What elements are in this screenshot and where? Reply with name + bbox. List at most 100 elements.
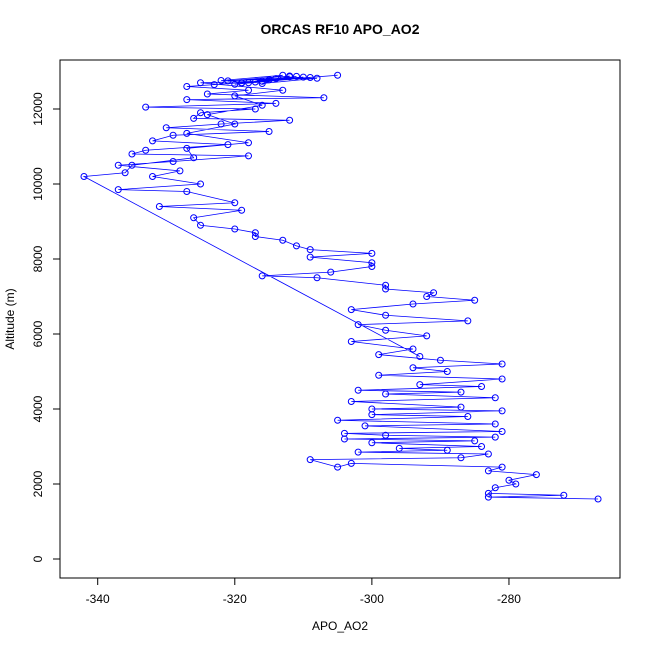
- data-point: [299, 73, 307, 81]
- data-point: [560, 491, 568, 499]
- data-point: [484, 493, 492, 501]
- data-point: [347, 397, 355, 405]
- data-point: [409, 345, 417, 353]
- chart-title: ORCAS RF10 APO_AO2: [261, 21, 420, 37]
- data-point: [498, 407, 506, 415]
- data-point: [313, 74, 321, 82]
- data-point: [478, 442, 486, 450]
- data-point: [354, 448, 362, 456]
- data-point: [251, 229, 259, 237]
- data-point: [183, 188, 191, 196]
- data-point: [286, 116, 294, 124]
- data-point: [231, 92, 239, 100]
- data-point: [217, 120, 225, 128]
- data-point: [334, 416, 342, 424]
- data-point: [114, 161, 122, 169]
- data-point: [238, 79, 246, 87]
- data-point: [368, 263, 376, 271]
- data-point: [491, 433, 499, 441]
- y-axis-label: Altitude (m): [3, 288, 17, 349]
- data-point: [505, 476, 513, 484]
- y-tick-label: 4000: [31, 395, 45, 422]
- data-point: [361, 422, 369, 430]
- data-point: [484, 467, 492, 475]
- data-point: [334, 463, 342, 471]
- data-point: [265, 128, 273, 136]
- data-point: [491, 484, 499, 492]
- data-point: [210, 81, 218, 89]
- data-point: [121, 169, 129, 177]
- data-point: [258, 272, 266, 280]
- data-point: [457, 388, 465, 396]
- data-point: [478, 382, 486, 390]
- data-point: [340, 429, 348, 437]
- data-point: [382, 326, 390, 334]
- data-point: [491, 420, 499, 428]
- data-point: [224, 141, 232, 149]
- data-point: [231, 199, 239, 207]
- data-point: [484, 450, 492, 458]
- data-point: [347, 337, 355, 345]
- y-tick-label: 2000: [31, 470, 45, 497]
- data-point: [409, 364, 417, 372]
- data-point: [430, 289, 438, 297]
- data-point: [114, 186, 122, 194]
- x-axis-label: APO_AO2: [312, 619, 368, 633]
- data-point: [457, 454, 465, 462]
- data-point: [498, 375, 506, 383]
- data-point: [334, 71, 342, 79]
- data-point: [244, 152, 252, 160]
- data-point: [142, 103, 150, 111]
- data-point: [382, 431, 390, 439]
- data-point: [149, 173, 157, 181]
- y-tick-label: 0: [31, 555, 45, 562]
- y-tick-label: 12000: [31, 92, 45, 126]
- data-point: [306, 246, 314, 254]
- data-point: [142, 146, 150, 154]
- data-point: [183, 96, 191, 104]
- data-point: [155, 203, 163, 211]
- data-point: [80, 173, 88, 181]
- data-point: [169, 131, 177, 139]
- data-point: [423, 293, 431, 301]
- data-point: [197, 180, 205, 188]
- data-point: [532, 471, 540, 479]
- data-point: [347, 306, 355, 314]
- data-point: [197, 109, 205, 117]
- data-point: [292, 72, 300, 80]
- data-point: [279, 86, 287, 94]
- data-point: [306, 253, 314, 261]
- data-point: [306, 74, 314, 82]
- data-point: [183, 129, 191, 137]
- data-point: [258, 80, 266, 88]
- data-point: [443, 367, 451, 375]
- data-point: [176, 167, 184, 175]
- data-point: [313, 274, 321, 282]
- y-tick-label: 10000: [31, 167, 45, 201]
- data-point: [197, 79, 205, 87]
- data-point: [258, 77, 266, 85]
- data-point: [423, 332, 431, 340]
- data-point: [183, 83, 191, 91]
- data-point: [416, 352, 424, 360]
- data-point: [416, 381, 424, 389]
- x-tick-label: -300: [360, 592, 384, 606]
- data-point: [375, 351, 383, 359]
- data-point: [251, 233, 259, 241]
- data-point: [498, 360, 506, 368]
- data-point: [231, 80, 239, 88]
- data-point: [149, 137, 157, 145]
- data-point: [244, 79, 252, 87]
- data-point: [224, 77, 232, 85]
- data-point: [464, 412, 472, 420]
- data-point: [354, 386, 362, 394]
- data-point: [258, 101, 266, 109]
- data-point: [498, 463, 506, 471]
- data-point: [409, 300, 417, 308]
- data-point: [368, 439, 376, 447]
- x-tick-label: -340: [86, 592, 110, 606]
- data-point: [471, 437, 479, 445]
- data-point: [395, 444, 403, 452]
- data-point: [272, 99, 280, 107]
